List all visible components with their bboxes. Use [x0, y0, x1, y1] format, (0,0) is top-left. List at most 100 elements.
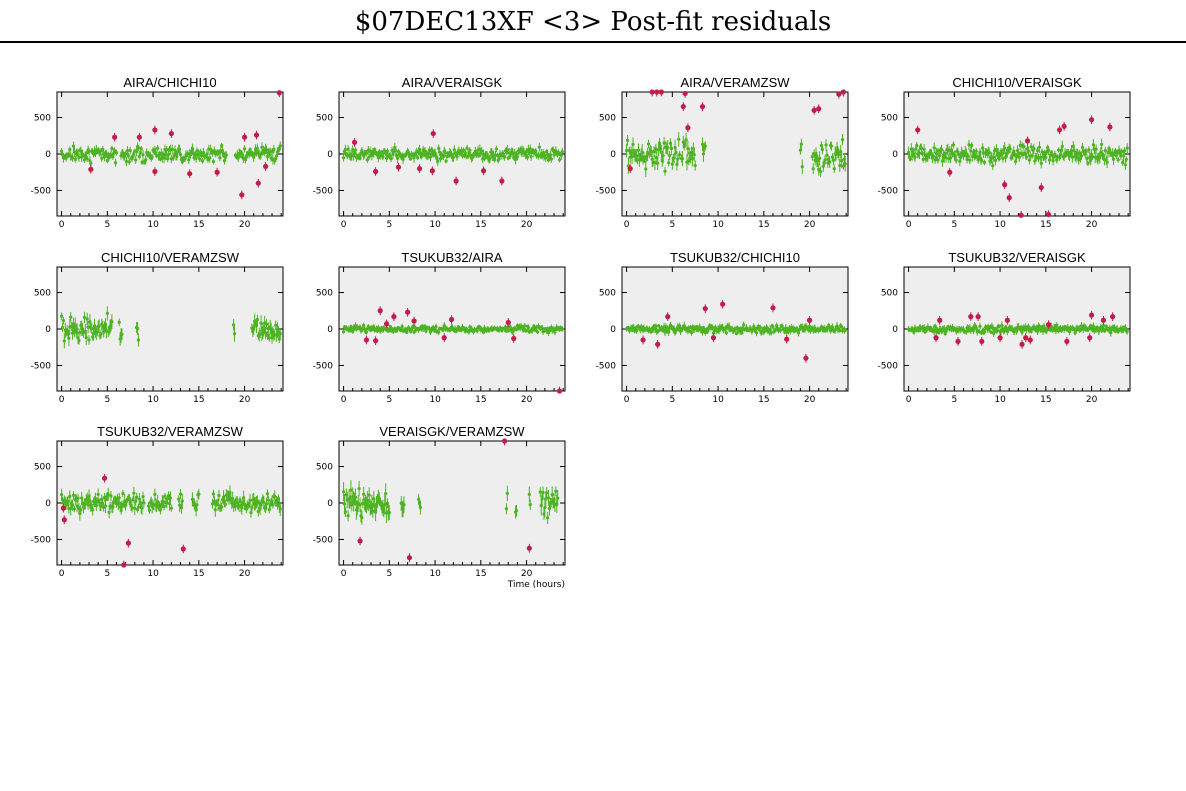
- residual-point: [264, 331, 268, 335]
- residual-point: [913, 155, 917, 159]
- residual-point: [636, 148, 641, 152]
- residual-point: [362, 323, 366, 327]
- flagged-point: [685, 125, 691, 131]
- flagged-point: [720, 301, 726, 307]
- residual-point: [180, 160, 184, 164]
- residual-point: [538, 490, 542, 494]
- flagged-point: [383, 321, 390, 327]
- flagged-point: [1045, 322, 1052, 328]
- y-tick-label: 500: [316, 463, 333, 473]
- flagged-point: [372, 338, 379, 344]
- flagged-point: [836, 91, 842, 97]
- residual-point: [128, 148, 132, 153]
- flagged-point: [1107, 124, 1113, 130]
- flagged-point: [429, 168, 435, 174]
- residual-point: [758, 325, 762, 329]
- residual-point: [364, 151, 369, 155]
- residual-point: [700, 142, 705, 146]
- x-tick-label: 10: [429, 395, 441, 405]
- x-tick-label: 15: [758, 220, 769, 230]
- residual-point: [82, 315, 87, 319]
- flagged-point: [1002, 182, 1008, 188]
- x-tick-label: 5: [386, 569, 392, 579]
- residual-point: [71, 493, 76, 497]
- flagged-point: [649, 89, 655, 95]
- x-axis-label: Time (hours): [507, 580, 565, 590]
- panel-title: AIRA/VERAISGK: [402, 75, 503, 90]
- panel-title: AIRA/CHICHI10: [123, 75, 216, 90]
- residual-point: [734, 331, 738, 336]
- flagged-point: [1024, 138, 1031, 144]
- flagged-point: [702, 305, 708, 312]
- residual-point: [727, 324, 731, 329]
- residual-point: [475, 329, 479, 333]
- flagged-point: [1056, 127, 1063, 133]
- residual-point: [537, 145, 541, 149]
- residual-point: [168, 496, 173, 500]
- residual-point: [132, 491, 136, 495]
- residual-point: [513, 151, 517, 155]
- residual-point: [543, 505, 547, 510]
- residual-point: [840, 137, 845, 142]
- residual-point: [1094, 147, 1098, 151]
- residual-point: [494, 147, 498, 151]
- y-tick-label: 500: [316, 114, 333, 124]
- residual-point: [1041, 329, 1045, 333]
- residual-point: [352, 152, 357, 156]
- flagged-point: [377, 308, 383, 314]
- residual-point: [908, 157, 913, 161]
- residual-point: [938, 154, 942, 158]
- residual-point: [163, 494, 167, 498]
- x-tick-label: 20: [521, 220, 533, 230]
- residual-point: [247, 153, 251, 157]
- y-tick-label: -500: [31, 535, 52, 545]
- x-tick-label: 15: [1040, 395, 1051, 405]
- flagged-point: [710, 335, 717, 341]
- residual-point: [544, 156, 548, 160]
- residual-point: [107, 510, 111, 514]
- x-tick-label: 10: [712, 395, 724, 405]
- x-tick-label: 20: [804, 220, 816, 230]
- residual-point: [144, 158, 148, 162]
- x-tick-label: 20: [239, 220, 251, 230]
- residual-point: [220, 143, 224, 148]
- residual-point: [656, 324, 661, 328]
- flagged-point: [502, 438, 508, 444]
- residual-point: [224, 153, 228, 157]
- residual-point: [199, 150, 203, 154]
- flagged-point: [61, 517, 67, 523]
- x-tick-label: 15: [758, 395, 769, 405]
- residual-point: [703, 144, 707, 148]
- x-tick-label: 5: [104, 220, 110, 230]
- x-tick-label: 15: [475, 220, 486, 230]
- residual-point: [554, 489, 558, 493]
- panel-title: AIRA/VERAMZSW: [680, 75, 790, 90]
- residual-point: [62, 339, 66, 343]
- flagged-point: [811, 107, 817, 113]
- residual-point: [980, 158, 984, 163]
- residual-point: [266, 498, 270, 502]
- residual-point: [971, 328, 976, 333]
- residual-point: [906, 150, 911, 154]
- residual-point: [1072, 148, 1076, 153]
- residual-point: [358, 156, 362, 160]
- residual-point: [505, 491, 509, 495]
- y-tick-label: 0: [45, 150, 51, 160]
- residual-point: [723, 327, 727, 331]
- residual-point: [1057, 148, 1061, 152]
- residual-point: [260, 145, 264, 149]
- residual-point: [387, 510, 391, 515]
- residual-point: [99, 504, 103, 509]
- residual-point: [949, 156, 953, 160]
- residual-point: [816, 159, 820, 163]
- residual-point: [256, 509, 260, 513]
- residual-point: [1121, 154, 1126, 158]
- flagged-point: [654, 89, 660, 95]
- residual-point: [117, 496, 121, 500]
- residual-point: [117, 320, 121, 324]
- residual-point: [654, 324, 658, 328]
- residual-panel: AIRA/CHICHI10 0 5 10 15 20 500 0 -500: [31, 75, 284, 230]
- residual-point: [480, 149, 484, 153]
- residual-point: [646, 142, 651, 146]
- residual-point: [97, 324, 101, 328]
